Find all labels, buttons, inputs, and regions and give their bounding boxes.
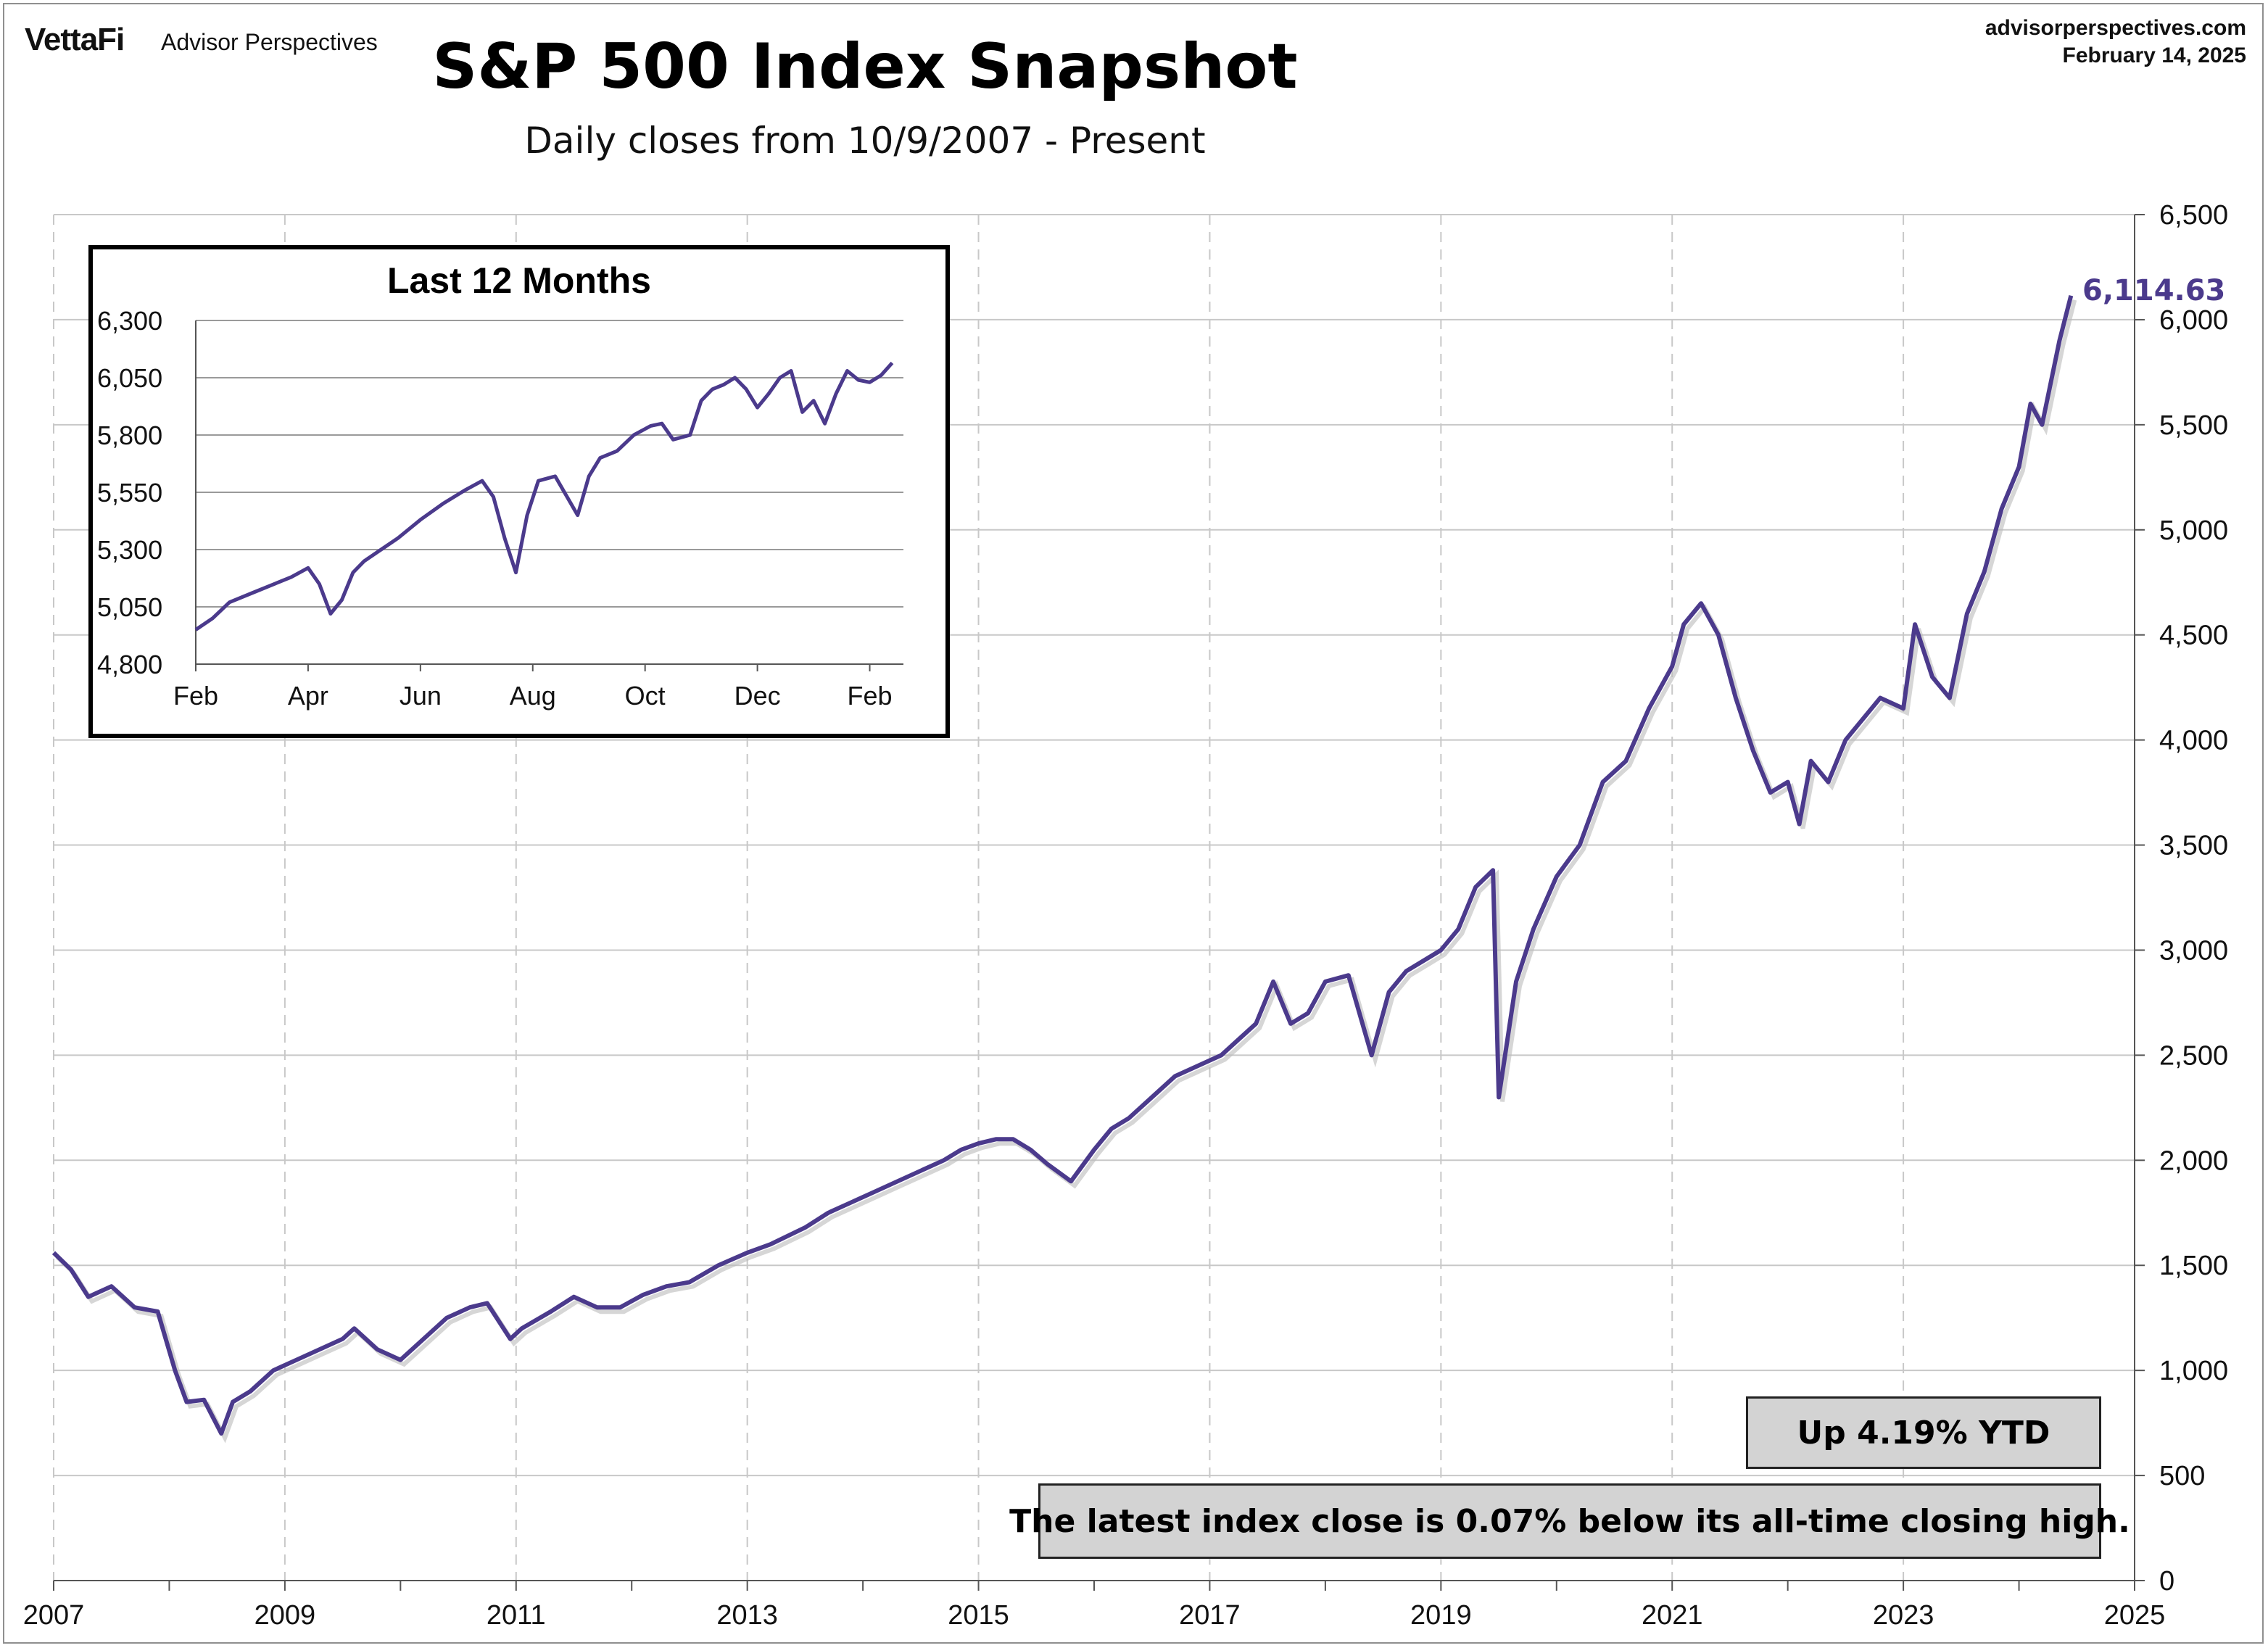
y-tick-label: 3,000 [2159, 935, 2228, 966]
y-tick-label: 5,000 [2159, 515, 2228, 546]
x-tick-label: 2007 [23, 1600, 85, 1631]
x-tick-label: 2009 [254, 1600, 316, 1631]
x-tick-label: 2021 [1642, 1600, 1703, 1631]
chart-title: S&P 500 Index Snapshot [432, 30, 1298, 103]
y-tick-label: 0 [2159, 1566, 2174, 1597]
inset-title: Last 12 Months [387, 260, 651, 301]
x-tick-label: 2025 [2104, 1600, 2166, 1631]
chart-subtitle: Daily closes from 10/9/2007 - Present [524, 120, 1206, 162]
y-tick-label: 1,500 [2159, 1251, 2228, 1281]
y-tick-label: 4,000 [2159, 726, 2228, 756]
site-url: advisorperspectives.com [1984, 16, 2246, 40]
y-tick-label: 6,500 [2159, 200, 2228, 231]
advisor-perspectives-label: Advisor Perspectives [161, 29, 378, 55]
x-tick-label: 2019 [1410, 1600, 1472, 1631]
y-tick-label: 4,500 [2159, 621, 2228, 651]
ytd-badge: Up 4.19% YTD [1746, 1396, 2101, 1469]
x-tick-label: 2015 [948, 1600, 1009, 1631]
all-time-high-note: The latest index close is 0.07% below it… [1009, 1483, 2130, 1559]
y-tick-label: 500 [2159, 1461, 2205, 1491]
y-tick-label: 2,000 [2159, 1146, 2228, 1176]
y-tick-label: 2,500 [2159, 1040, 2228, 1071]
x-tick-label: 2023 [1873, 1600, 1934, 1631]
x-tick-label: 2017 [1179, 1600, 1241, 1631]
vettafi-logo: VettaFi [25, 22, 125, 57]
last-value-label: 6,114.63 [2082, 274, 2226, 307]
x-tick-label: 2013 [716, 1600, 778, 1631]
y-tick-label: 1,000 [2159, 1356, 2228, 1386]
y-tick-label: 6,000 [2159, 305, 2228, 336]
y-tick-label: 3,500 [2159, 831, 2228, 861]
inset-panel [88, 245, 950, 738]
sp500-series-line [51, 294, 2074, 1436]
y-tick-label: 5,500 [2159, 410, 2228, 441]
snapshot-date: February 14, 2025 [2062, 44, 2247, 67]
source-block: advisorperspectives.com February 14, 202… [1985, 15, 2246, 70]
x-tick-label: 2011 [487, 1600, 546, 1631]
